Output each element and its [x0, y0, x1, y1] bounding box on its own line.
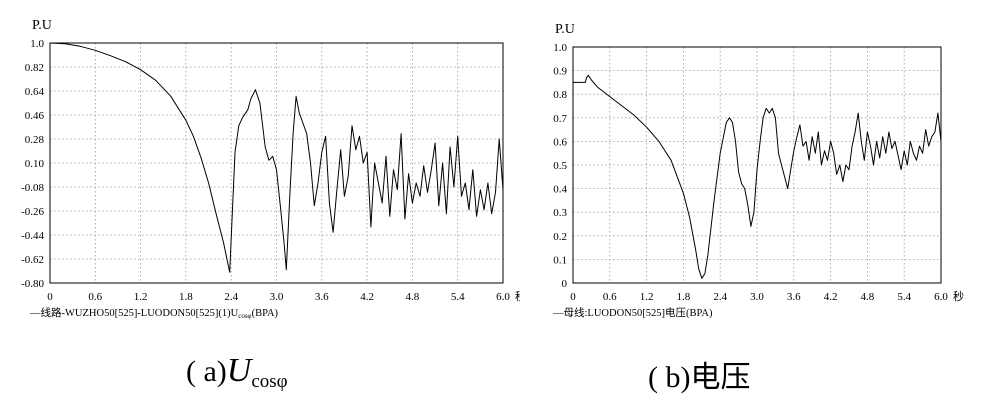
chart-b-ytick-label: 0.3 — [553, 207, 567, 219]
chart-panel-a: P.U 1.0 0.82 0.64 0.46 0.28 0.10 -0.08 -0.26 -0.4… — [21, 18, 526, 320]
chart-a-frame — [49, 42, 504, 284]
chart-a-ylabel: P.U — [32, 18, 52, 33]
chart-b-xunit: 秒 — [953, 289, 964, 303]
chart-a-ytick-label: 0.64 — [25, 86, 45, 98]
chart-b-frame — [572, 46, 942, 284]
chart-a-ytick-label: -0.44 — [21, 230, 44, 242]
chart-a-xtick-label: 1.8 — [179, 291, 193, 303]
chart-b-xtick-label: 0.6 — [603, 291, 617, 303]
chart-b-ytick-label: 0.9 — [553, 66, 567, 78]
chart-a-ytick-label: 0.46 — [25, 110, 45, 122]
chart-b-ytick-label: 0.2 — [553, 231, 567, 243]
chart-a-xtick-label: 6.0 — [496, 291, 510, 303]
chart-b-xtick-label: 6.0 — [934, 291, 948, 303]
chart-a-ytick-label: -0.62 — [21, 254, 44, 266]
chart-b-ytick-label: 0 — [562, 278, 568, 290]
chart-b-ylabel: P.U — [555, 22, 575, 37]
chart-a-xtick-label: 4.8 — [406, 291, 420, 303]
chart-a-xtick-label: 2.4 — [224, 291, 238, 303]
chart-a-legend: —线路-WUZHO50[525]-LUODON50[525](1)Ucosφ(B… — [29, 306, 279, 320]
chart-a-ytick-label: 0.82 — [25, 62, 44, 74]
chart-panel-b: P.U 1.0 0.9 0.8 0.7 0.6 0.5 0.4 0.3 0.2 0.1 0 0 0.6 1.… — [520, 0, 990, 407]
chart-b-ytick-label: 0.5 — [553, 160, 567, 172]
chart-b-xtick-label: 1.2 — [640, 291, 654, 303]
caption-a-var: U — [226, 352, 252, 389]
chart-b-xtick-label: 5.4 — [897, 291, 911, 303]
chart-b-series-line — [573, 74, 942, 279]
chart-a-xtick-label: 3.6 — [315, 291, 329, 303]
chart-a-ytick-label: 1.0 — [30, 38, 44, 50]
chart-b-xtick-label: 4.8 — [861, 291, 875, 303]
chart-a-ytick-label: -0.26 — [21, 206, 44, 218]
chart-b-xtick-label: 0 — [570, 291, 576, 303]
caption-a-sub: cosφ — [251, 371, 288, 392]
chart-a-xtick-label: 1.2 — [134, 291, 148, 303]
chart-a-svg: P.U 1.0 0.82 0.64 0.46 0.28 0.10 -0.08 -0.26 -0.4… — [21, 18, 526, 320]
chart-b-xtick-label: 3.0 — [750, 291, 764, 303]
chart-b-xtick-label: 3.6 — [787, 291, 801, 303]
chart-a-ytick-label: -0.08 — [21, 182, 44, 194]
chart-a-series-line — [49, 42, 504, 273]
chart-b-xtick-label: 4.2 — [824, 291, 838, 303]
chart-a-ytick-label: 0.10 — [25, 158, 45, 170]
caption-a: ( a)Ucosφ — [186, 352, 288, 393]
chart-b-legend: —母线:LUODON50[525]电压(BPA) — [552, 306, 713, 319]
chart-a-xtick-label: 3.0 — [270, 291, 284, 303]
chart-a-xtick-label: 0.6 — [88, 291, 102, 303]
chart-b-ytick-label: 0.4 — [553, 184, 567, 196]
chart-b-ytick-label: 1.0 — [553, 42, 567, 54]
chart-b-xtick-label: 1.8 — [677, 291, 691, 303]
chart-b-ytick-label: 0.1 — [553, 254, 567, 266]
chart-b-ytick-label: 0.6 — [553, 136, 567, 148]
chart-a-xtick-label: 5.4 — [451, 291, 465, 303]
chart-b-xtick-label: 2.4 — [713, 291, 727, 303]
chart-a-xtick-label: 4.2 — [360, 291, 374, 303]
chart-a-xtick-label: 0 — [47, 291, 53, 303]
caption-a-prefix: ( a) — [186, 355, 227, 388]
chart-b-ytick-label: 0.8 — [553, 89, 567, 101]
chart-b-svg: P.U 1.0 0.9 0.8 0.7 0.6 0.5 0.4 0.3 0.2 0.1 00 0.6 1.… — [552, 22, 964, 319]
chart-a-ytick-label: 0.28 — [25, 134, 45, 146]
chart-b-ytick-label: 0.7 — [553, 113, 567, 125]
caption-b: ( b)电压 — [648, 361, 751, 394]
chart-a-ytick-label: -0.80 — [21, 278, 44, 290]
